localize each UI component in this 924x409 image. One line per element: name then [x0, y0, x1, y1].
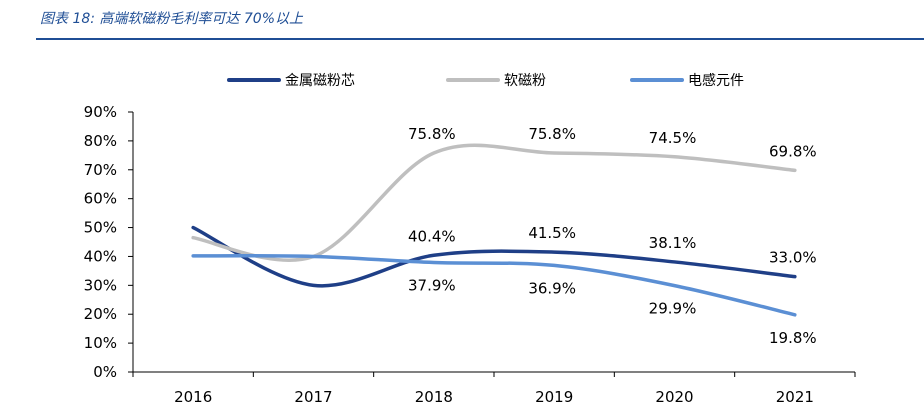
x-tick-label: 2021	[776, 388, 814, 406]
figure-title: 图表 18: 高端软磁粉毛利率可达 70%以上	[40, 11, 303, 27]
data-label: 74.5%	[649, 129, 697, 147]
legend-label: 电感元件	[688, 72, 744, 89]
data-label: 38.1%	[649, 234, 697, 252]
y-tick-label: 50%	[84, 219, 117, 237]
series-lines	[191, 143, 797, 317]
x-tick-label: 2020	[655, 388, 693, 406]
y-tick-label: 70%	[84, 161, 117, 179]
series-line-1	[191, 225, 797, 288]
x-tick-label: 2019	[535, 388, 573, 406]
x-tick-label: 2016	[174, 388, 212, 406]
y-tick-label: 40%	[84, 247, 117, 265]
data-label: 75.8%	[528, 125, 576, 143]
legend-label: 金属磁粉芯	[285, 73, 355, 89]
data-label: 37.9%	[408, 277, 456, 295]
data-label: 40.4%	[408, 227, 456, 245]
chart-axes: 0% 10% 20% 30% 40% 50% 60% 70% 80% 90% 2016 2017 201…	[84, 103, 856, 406]
x-tick-label: 2017	[294, 388, 332, 406]
data-label: 29.9%	[649, 300, 697, 318]
y-tick-label: 0%	[93, 363, 117, 381]
chart-legend: 金属磁粉芯 软磁粉 电感元件	[227, 72, 744, 89]
data-label: 19.8%	[769, 329, 817, 347]
data-label: 36.9%	[528, 279, 576, 297]
series-line-3	[191, 254, 797, 317]
data-label: 75.8%	[408, 125, 456, 143]
series-line-2	[191, 143, 797, 262]
y-tick-label: 10%	[84, 334, 117, 352]
data-labels: 40.4% 41.5% 38.1% 33.0% 75.8% 75.8% 74.5% 69.8%…	[408, 125, 817, 347]
y-tick-label: 30%	[84, 276, 117, 294]
y-tick-label: 60%	[84, 190, 117, 208]
y-tick-label: 20%	[84, 305, 117, 323]
y-tick-label: 90%	[84, 103, 117, 121]
data-label: 41.5%	[528, 224, 576, 242]
y-tick-label: 80%	[84, 132, 117, 150]
title-divider	[36, 38, 924, 40]
data-label: 33.0%	[769, 249, 817, 267]
x-tick-label: 2018	[415, 388, 453, 406]
legend-label: 软磁粉	[504, 73, 546, 89]
data-label: 69.8%	[769, 142, 817, 160]
